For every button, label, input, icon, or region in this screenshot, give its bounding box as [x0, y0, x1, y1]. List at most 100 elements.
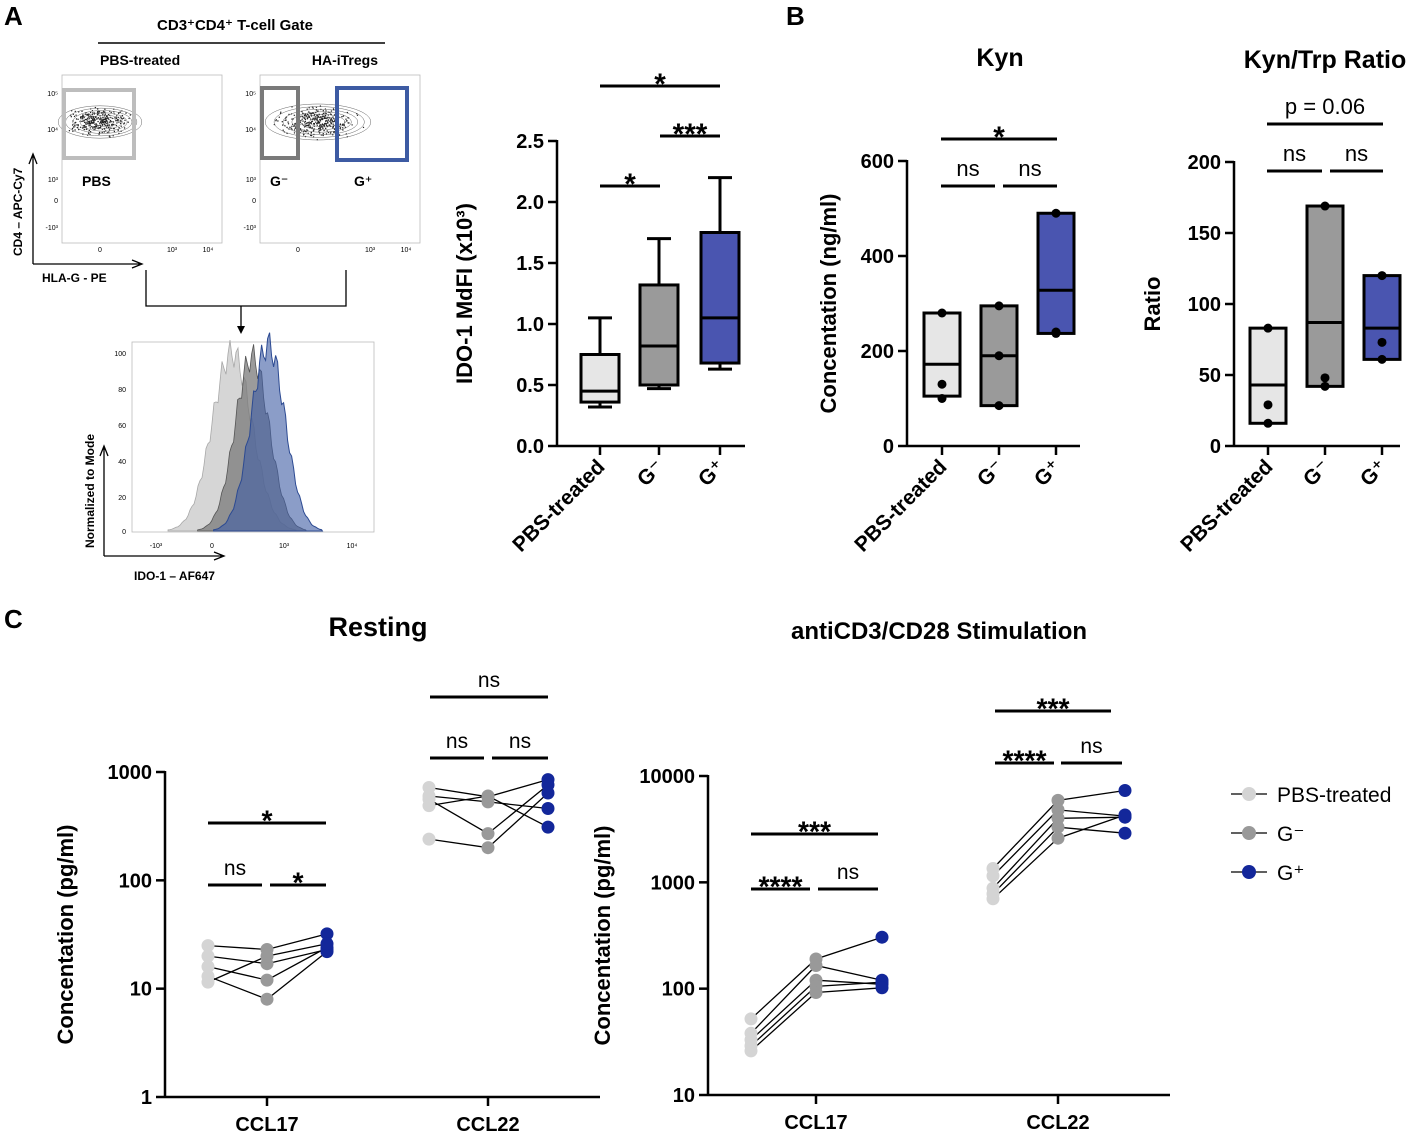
flow-event	[310, 122, 312, 125]
flow-event	[91, 122, 93, 125]
flow-event	[92, 112, 94, 114]
flow-event	[105, 126, 108, 128]
flow-event	[324, 122, 326, 125]
flow-event	[87, 121, 89, 123]
flow-event	[330, 110, 333, 112]
flow-event	[72, 113, 75, 116]
y-tick-label: 1000	[651, 872, 696, 894]
flow-contour	[87, 114, 123, 130]
flow-event	[99, 126, 102, 129]
dot-tick-x: 0	[98, 247, 102, 254]
flow-event	[114, 117, 116, 119]
data-point	[744, 1044, 758, 1058]
flow-event	[101, 123, 103, 125]
flow-event	[118, 127, 120, 129]
panel-label-a: A	[4, 1, 23, 31]
hist-x-arrow	[104, 551, 226, 561]
significance-label: ns	[224, 857, 246, 880]
flow-event	[104, 108, 106, 111]
data-point	[994, 351, 1004, 361]
flow-event	[82, 120, 84, 122]
data-point	[1263, 418, 1273, 428]
flow-event	[294, 124, 296, 126]
flow-event	[316, 114, 318, 117]
panel-label-b: B	[786, 1, 805, 31]
data-point	[809, 986, 823, 999]
data-point	[937, 379, 947, 389]
flow-event	[84, 118, 87, 121]
flow-event	[74, 110, 77, 113]
data-point	[260, 949, 274, 963]
flow-event	[309, 113, 311, 115]
flow-event	[79, 116, 82, 118]
y-axis-label: Concentation (ng/ml)	[816, 194, 841, 414]
flow-event	[109, 121, 111, 124]
flow-event	[325, 133, 328, 135]
flow-event	[106, 117, 108, 120]
y-tick-label: 200	[1188, 152, 1221, 174]
flow-event	[327, 121, 329, 123]
data-point	[541, 820, 555, 834]
flow-event	[84, 125, 86, 128]
flow-event	[322, 110, 324, 112]
data-point	[481, 841, 495, 855]
flow-event	[305, 131, 307, 133]
flow-event	[101, 131, 103, 134]
flow-event	[308, 107, 310, 109]
flow-event	[293, 132, 296, 134]
flow-event	[293, 129, 296, 131]
flow-event	[75, 114, 77, 116]
flow-event	[75, 118, 78, 120]
dot-tick-x: 10⁴	[401, 247, 412, 254]
flow-event	[344, 126, 347, 128]
flow-event	[339, 127, 341, 130]
y-tick-label: 10	[130, 979, 152, 1001]
flow-event	[339, 124, 342, 126]
flow-event	[117, 129, 119, 131]
y-tick-label: 400	[861, 246, 894, 268]
significance-label: *	[993, 121, 1005, 154]
flow-event	[99, 121, 102, 124]
flow-event	[122, 117, 125, 120]
flow-event	[79, 117, 82, 119]
dot-tick-y: 10⁴	[245, 127, 256, 134]
flow-event	[325, 120, 327, 122]
histogram-frame	[131, 341, 375, 533]
flow-event	[322, 133, 324, 135]
flow-event	[95, 116, 97, 119]
y-tick-label: 50	[1199, 365, 1221, 387]
flow-event	[309, 118, 312, 120]
data-point	[937, 394, 947, 403]
flow-event	[100, 120, 102, 122]
data-point	[937, 308, 947, 318]
flow-event	[306, 129, 308, 131]
flow-event	[318, 132, 321, 134]
pbs-plot-title: PBS-treated	[100, 52, 180, 68]
flow-event	[329, 132, 332, 134]
flow-event	[71, 124, 74, 126]
y-tick-label: 200	[861, 341, 894, 363]
flow-event	[95, 124, 97, 127]
dot-tick-x: 10⁴	[203, 247, 214, 254]
box	[638, 283, 680, 387]
hist-tick-y: 80	[118, 387, 126, 394]
flow-event	[77, 124, 79, 126]
dot-tick-y: 10⁵	[47, 91, 58, 98]
dot-tick-x: 0	[296, 247, 300, 254]
dot-tick-y: -10³	[46, 225, 59, 232]
flow-event	[128, 117, 130, 120]
flow-event	[287, 121, 289, 123]
flow-event	[307, 124, 309, 127]
flow-event	[115, 124, 118, 127]
significance-label: ns	[956, 156, 979, 181]
y-tick-label: 100	[119, 870, 152, 892]
pbs-gate	[62, 88, 136, 160]
flow-event	[118, 112, 120, 115]
flow-event	[103, 124, 106, 126]
flow-event	[282, 129, 284, 131]
flow-event	[309, 125, 311, 127]
dot-tick-y: 10³	[48, 177, 59, 184]
flow-event	[94, 123, 96, 126]
y-tick-label: 150	[1188, 223, 1221, 245]
